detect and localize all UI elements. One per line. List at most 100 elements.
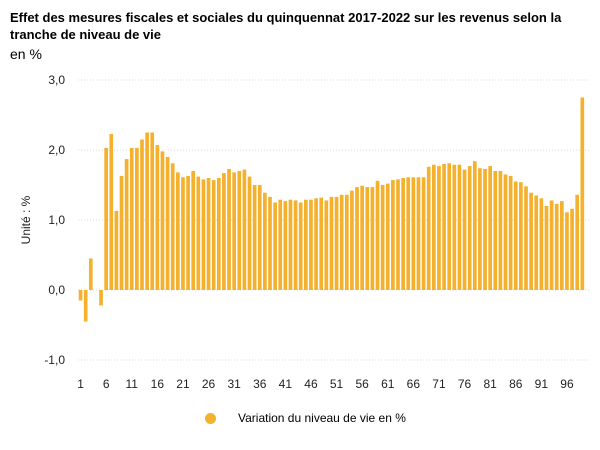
bar (421, 177, 426, 290)
x-tick-label: 86 (509, 377, 523, 391)
x-tick-label: 36 (253, 377, 267, 391)
bar (140, 139, 144, 290)
bar (237, 171, 242, 290)
bar (416, 177, 421, 290)
bar (124, 159, 129, 290)
y-tick-label: -1,0 (44, 353, 65, 367)
x-tick-label: 61 (381, 377, 395, 391)
bar (344, 194, 349, 290)
bar (293, 200, 298, 290)
y-tick-label: 0,0 (48, 283, 65, 297)
bar (109, 133, 114, 290)
x-tick-label: 56 (355, 377, 369, 391)
bar (339, 194, 344, 290)
y-tick-label: 1,0 (48, 213, 65, 227)
bar (303, 199, 308, 290)
bar (462, 169, 467, 290)
bar (211, 180, 216, 290)
bar (396, 179, 400, 290)
bar (508, 175, 513, 290)
y-tick-label: 2,0 (48, 143, 65, 157)
bar (355, 187, 359, 290)
bar (222, 173, 226, 290)
bar (181, 177, 185, 290)
bar (257, 185, 262, 290)
x-tick-label: 16 (151, 377, 165, 391)
bar (329, 196, 334, 290)
legend-marker (205, 412, 216, 424)
bar (288, 199, 293, 290)
bar (216, 178, 221, 290)
bar (391, 180, 395, 290)
bar (99, 290, 103, 306)
bar (155, 145, 160, 290)
bar (549, 200, 554, 290)
bar (447, 163, 452, 290)
x-tick-label: 26 (202, 377, 216, 391)
x-tick-label: 46 (304, 377, 318, 391)
bar (529, 192, 533, 290)
x-tick-label: 21 (176, 377, 190, 391)
bar (135, 147, 139, 290)
bar (170, 163, 175, 290)
bar (88, 258, 93, 290)
bar (206, 178, 211, 290)
bar (201, 179, 206, 290)
bar (580, 97, 585, 290)
bar (175, 172, 180, 290)
bar (104, 147, 109, 290)
bar (370, 187, 375, 290)
x-tick-label: 1 (77, 377, 84, 391)
bar (559, 201, 564, 290)
legend: Variation du niveau de vie en % (205, 411, 406, 425)
bar (165, 157, 170, 290)
bar (263, 192, 267, 290)
bar (437, 166, 441, 290)
x-tick-label: 41 (279, 377, 293, 391)
bar (314, 198, 318, 290)
bar (539, 198, 544, 290)
bar (83, 290, 88, 322)
bar (503, 174, 508, 290)
bar (129, 147, 134, 290)
bar (232, 172, 237, 290)
bar (478, 168, 482, 290)
bar (278, 199, 283, 290)
bar (519, 182, 523, 290)
bar (406, 177, 411, 290)
bar (365, 187, 370, 290)
bar (431, 164, 436, 290)
bar (298, 202, 303, 290)
bar (385, 183, 390, 290)
bar (467, 166, 472, 290)
bar (575, 194, 580, 290)
legend-label: Variation du niveau de vie en % (238, 411, 406, 425)
bar (554, 203, 559, 290)
x-tick-label: 91 (535, 377, 549, 391)
bar (452, 164, 457, 290)
bar (334, 196, 339, 290)
bar (513, 181, 518, 290)
y-axis-label: Unité : % (19, 195, 33, 244)
bar (160, 151, 165, 290)
bar (242, 169, 247, 290)
bar (319, 197, 324, 290)
bar (324, 200, 329, 290)
bar (283, 201, 288, 290)
chart-subtitle: en % (10, 46, 42, 62)
bar (524, 186, 528, 290)
x-tick-label: 96 (560, 377, 574, 391)
y-tick-label: 3,0 (48, 73, 65, 87)
bar (150, 132, 155, 290)
x-tick-label: 76 (458, 377, 472, 391)
bar (78, 290, 83, 301)
bar (119, 175, 124, 290)
x-tick-label: 66 (407, 377, 421, 391)
x-tick-label: 71 (432, 377, 446, 391)
bar (411, 177, 416, 290)
bar (488, 166, 493, 290)
x-tick-label: 6 (103, 377, 110, 391)
bar (565, 212, 569, 290)
bar (191, 171, 196, 290)
